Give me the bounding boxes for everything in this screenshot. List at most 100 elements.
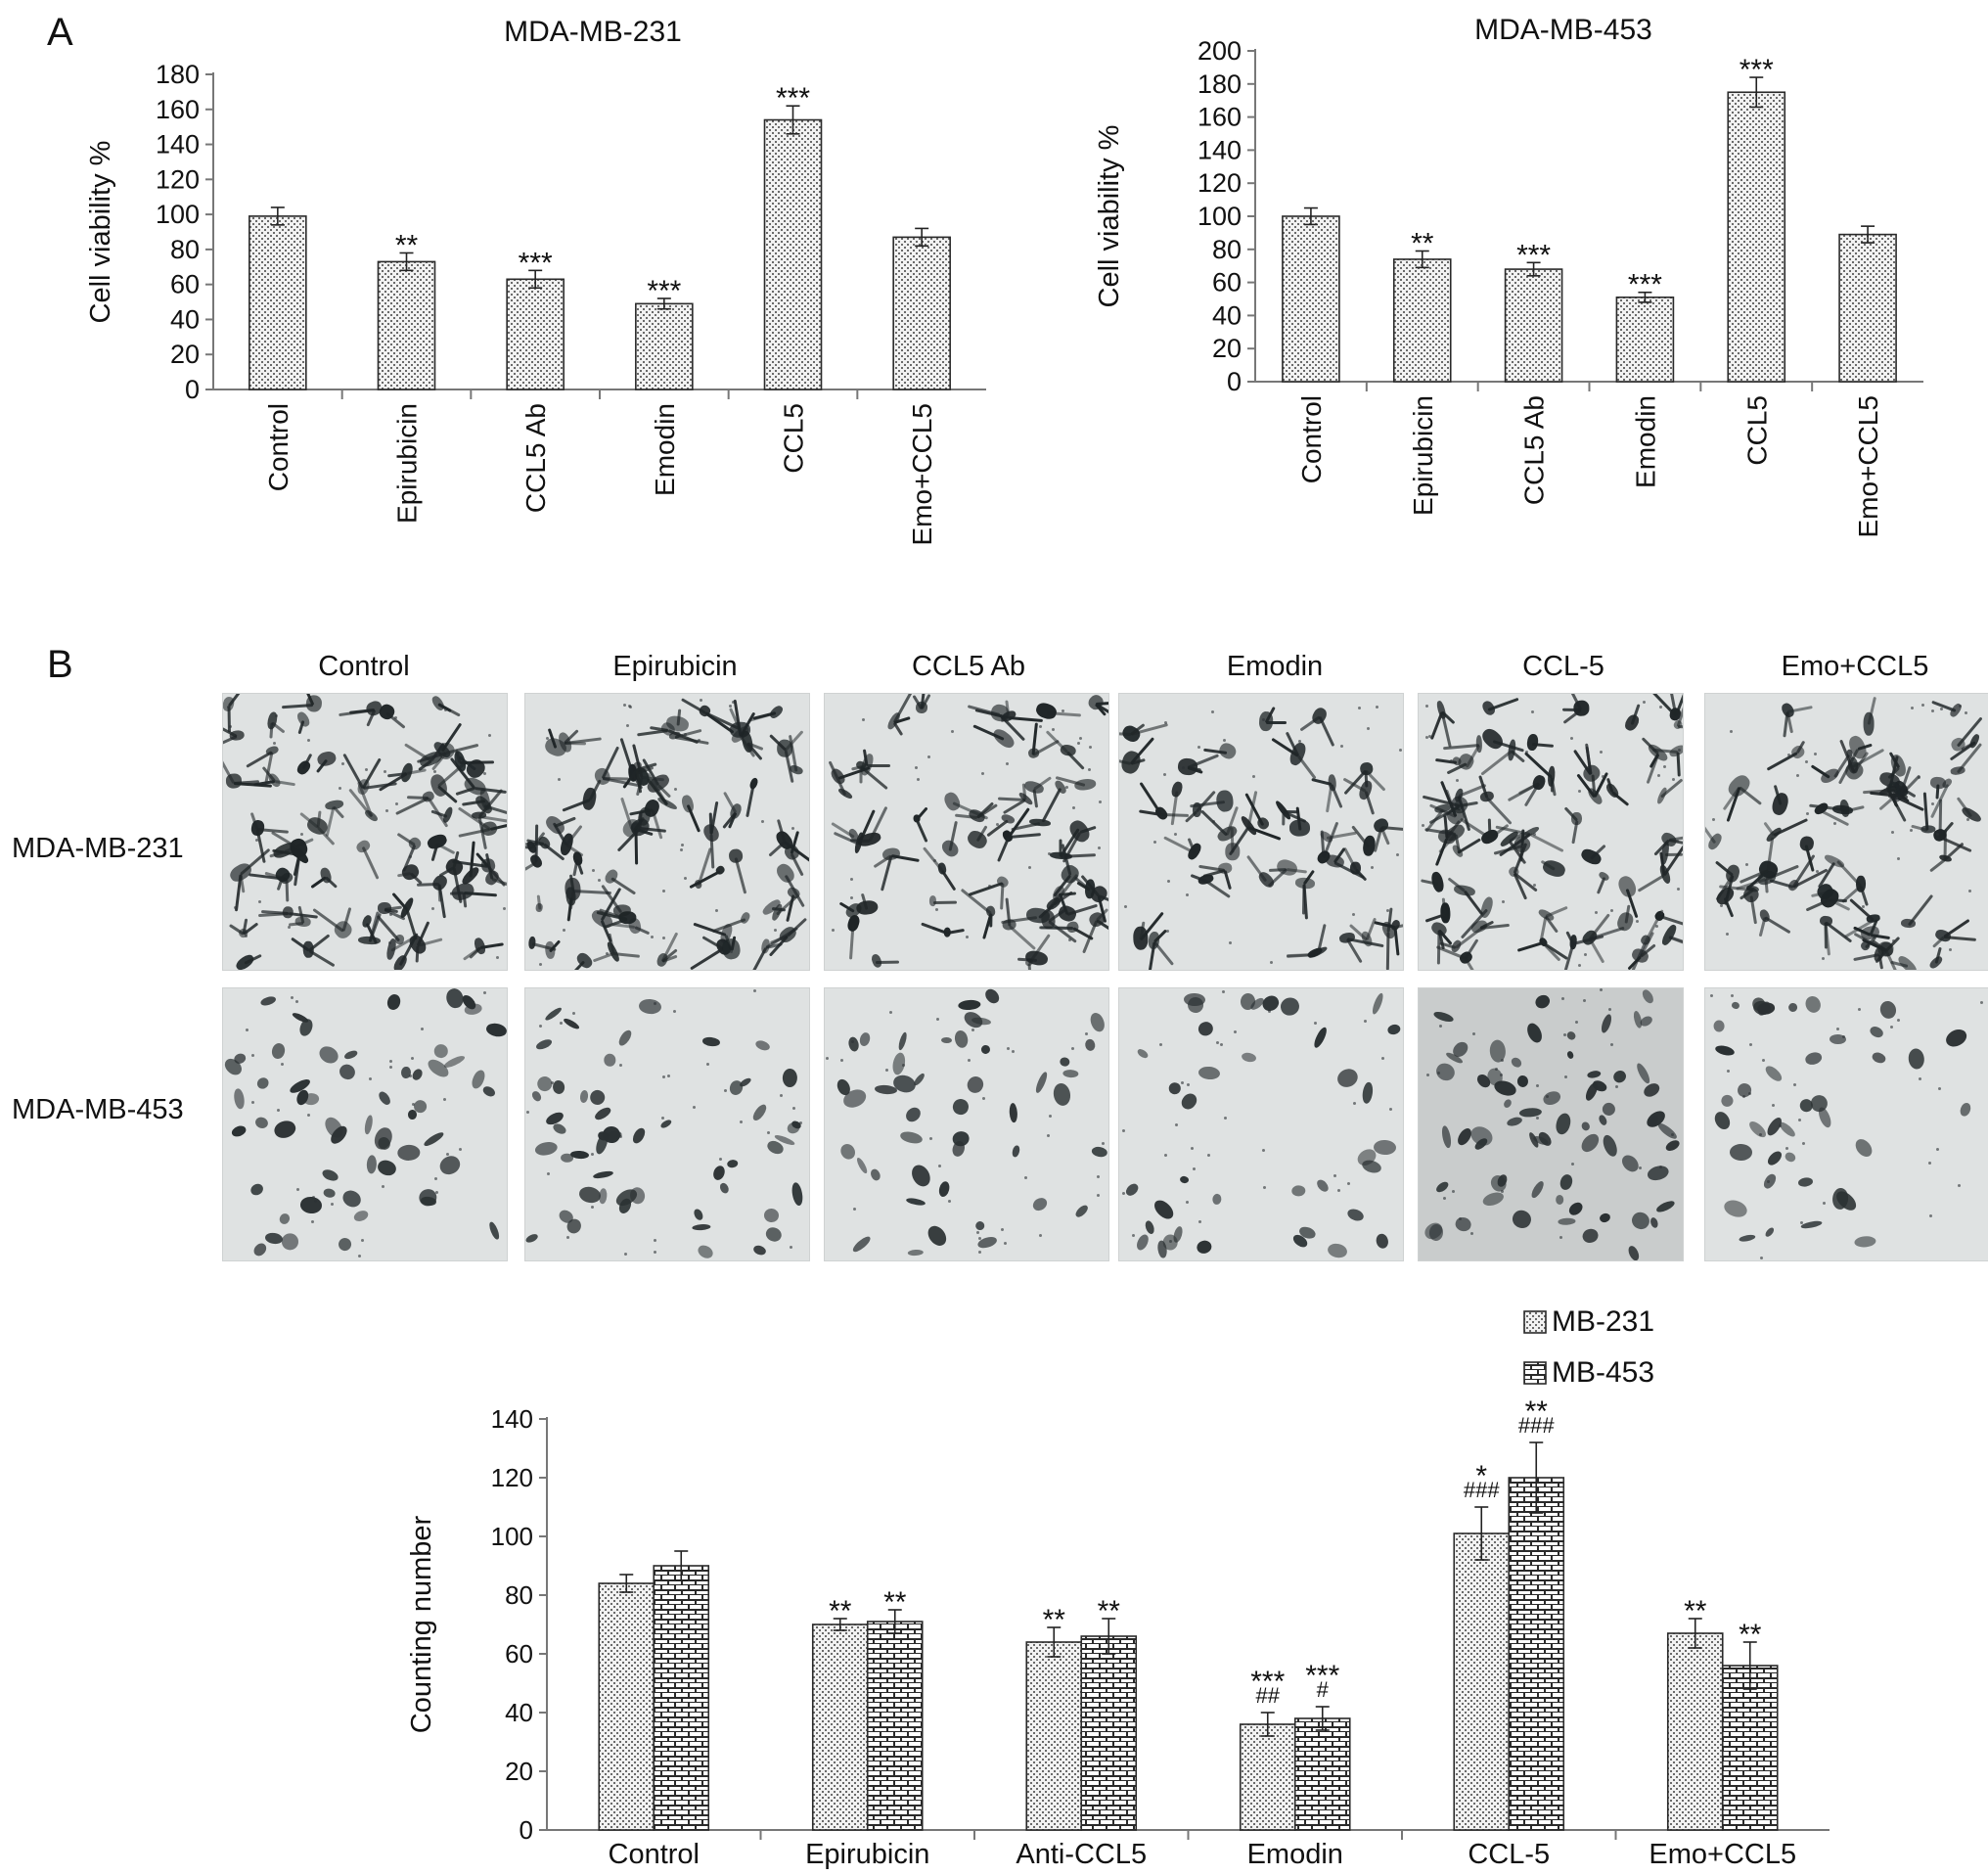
micrograph-cell [603,1053,616,1068]
x-category-label: CCL5 [779,403,809,474]
y-tick-label: 120 [156,164,200,194]
x-category-label: Control [263,403,294,491]
micrograph-speck [1181,1080,1185,1084]
micrograph-speck [1858,1008,1862,1012]
micrograph-speck [1450,759,1454,763]
micrograph-filament [294,854,301,887]
micrograph-cell [259,995,277,1008]
micrograph-speck [1610,1042,1614,1046]
micrograph-column-label: CCL5 Ab [912,651,1025,682]
micrograph-speck [311,1196,315,1200]
significance-label: *** [1250,1666,1285,1698]
micrograph-speck [1833,822,1837,826]
y-tick-label: 60 [1212,268,1242,297]
micrograph-speck [1135,929,1139,933]
micrograph-speck [591,1206,595,1210]
micrograph-filament [747,946,767,970]
micrograph-filament [746,785,755,817]
micrograph-cell [1179,1175,1191,1185]
micrograph-cell [1524,1021,1546,1045]
micrograph-speck [1760,1256,1764,1259]
micrograph-filament [385,711,406,729]
micrograph-speck [1297,740,1301,744]
micrograph-speck [364,768,368,772]
micrograph-speck [1524,751,1528,755]
micrograph-speck [1658,1165,1662,1168]
micrograph-speck [719,1158,723,1162]
micrograph-cell [1073,1203,1091,1219]
micrograph-cell [251,1240,269,1258]
micrograph-filament [415,945,420,962]
micrograph-speck [306,1114,310,1118]
significance-label: # [1317,1677,1330,1702]
micrograph-speck [409,1075,413,1078]
y-tick-label: 160 [156,95,200,124]
micrograph-cell [1578,1130,1603,1156]
micrograph-cell [253,1075,271,1092]
bar [1282,215,1340,383]
micrograph-cell [343,1048,359,1061]
micrograph-filament [1749,895,1758,926]
micrograph-speck [798,1120,802,1124]
micrograph-cell [907,1249,924,1257]
bar [1615,297,1675,383]
micrograph-cell [1566,1200,1586,1218]
significance-label: *** [776,82,810,114]
micrograph-speck [1822,956,1826,960]
micrograph-speck [1027,865,1031,869]
micrograph-speck [1745,863,1749,867]
significance-label: ** [1739,1619,1762,1651]
micrograph-speck [385,808,389,812]
micrograph-speck [1197,804,1200,808]
micrograph-speck [629,706,633,709]
micrograph-speck [1748,1042,1752,1046]
micrograph-speck [1805,759,1809,763]
micrograph-speck [597,878,601,882]
legend-swatch [1523,1310,1547,1334]
micrograph-cell [1803,1050,1824,1067]
micrograph-cell [1334,1066,1361,1090]
micrograph-speck [1795,773,1799,777]
micrograph-speck [889,1010,893,1014]
micrograph-speck [928,1136,932,1140]
micrograph-speck [1471,1031,1475,1035]
micrograph-filament [1596,877,1606,895]
bar [1504,268,1563,383]
micrograph-speck [1167,879,1171,883]
micrograph-cell [1151,1197,1178,1223]
x-category-label: CCL5 Ab [520,403,551,513]
micrograph-speck [849,877,853,881]
micrograph-filament [435,842,456,854]
micrograph-cell [838,1141,859,1162]
micrograph-speck [443,709,447,712]
micrograph-tile [824,693,1109,971]
micrograph-cell [1559,1172,1575,1191]
micrograph-tile [524,693,810,971]
micrograph-speck [761,819,765,823]
micrograph-row-label: MDA-MB-453 [12,1094,184,1125]
micrograph-speck [1206,1153,1210,1157]
micrograph-speck [1123,905,1127,909]
micrograph-filament [999,883,1005,910]
micrograph-cell [1730,1001,1740,1011]
y-tick-label: 100 [156,200,200,229]
micrograph-cell [638,997,662,1015]
micrograph-cell [710,1164,727,1182]
micrograph-speck [1211,709,1215,713]
micrograph-speck [1398,748,1402,752]
micrograph-speck [1193,1166,1197,1170]
micrograph-cell [320,1166,340,1184]
micrograph-cell [1959,1101,1973,1119]
micrograph-speck [1122,1192,1126,1196]
micrograph-cell [376,1158,399,1178]
micrograph-speck [431,907,435,911]
micrograph-cell [1135,1047,1150,1061]
micrograph-tile [524,987,810,1261]
y-tick-label: 0 [185,375,200,404]
micrograph-speck [1918,775,1921,779]
micrograph-speck [1930,709,1934,712]
micrograph-speck [693,1105,697,1109]
micrograph-filament [1326,784,1333,813]
micrograph-cell [534,1140,559,1158]
micrograph-speck [766,1131,770,1135]
